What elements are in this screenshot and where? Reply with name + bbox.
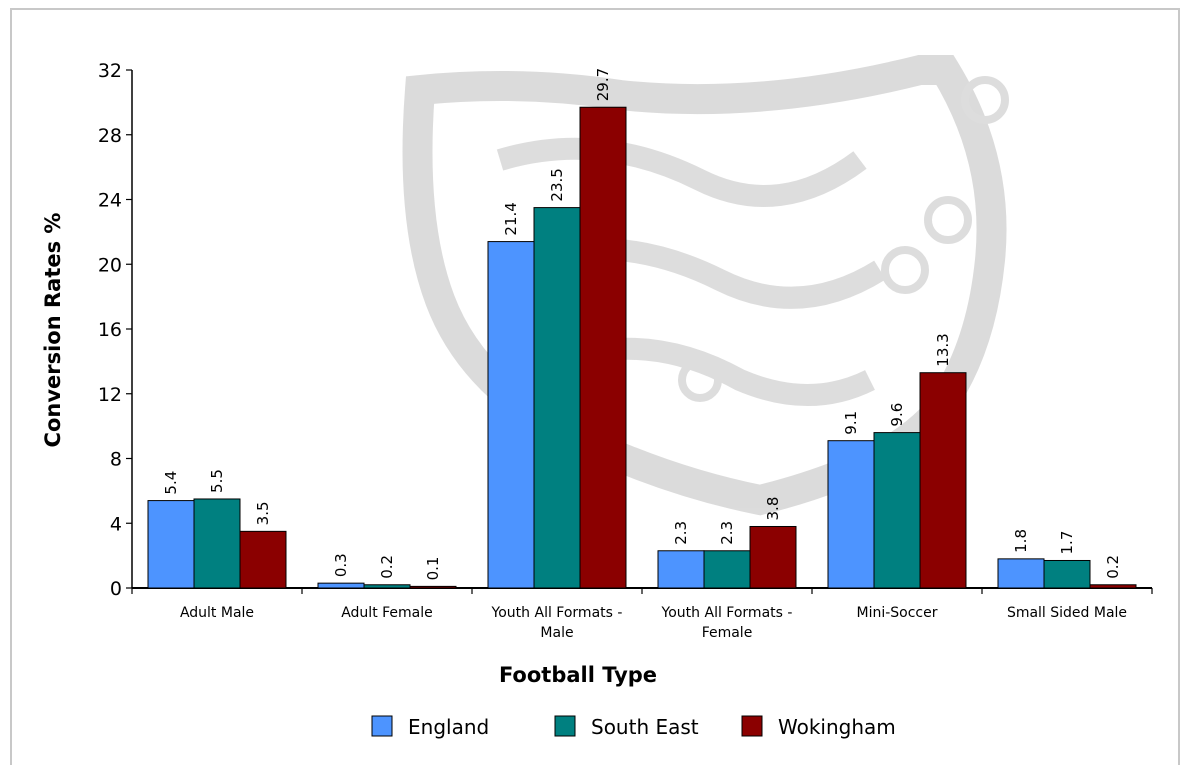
value-labels: 5.4 5.5 3.5 0.3 0.2 0.1 21.4 23.5 29.7 2.3 2.3 3.8 9… <box>162 68 1122 581</box>
bar <box>409 585 457 589</box>
bar-value-label: 9.1 <box>842 411 860 435</box>
axes: 0 4 8 12 16 20 24 28 32 <box>98 60 1153 600</box>
chart-frame <box>10 8 1180 765</box>
legend-item: Wokingham <box>741 715 896 739</box>
bar <box>827 440 875 589</box>
bar-value-label: 5.5 <box>208 469 226 493</box>
x-axis-title: Football Type <box>499 663 657 687</box>
bar-value-label: 9.6 <box>888 403 906 427</box>
y-tick-label: 0 <box>110 578 122 600</box>
bar <box>749 525 797 589</box>
bar <box>533 207 581 589</box>
legend-label: England <box>408 715 489 739</box>
bar-value-label: 0.3 <box>332 553 350 577</box>
bar <box>487 241 535 589</box>
y-tick-label: 32 <box>98 60 122 82</box>
bar-value-label: 1.8 <box>1012 529 1030 553</box>
y-tick-label: 20 <box>98 254 122 276</box>
bar-value-label: 2.3 <box>718 521 736 545</box>
bar-value-label: 23.5 <box>548 168 566 201</box>
bar-value-label: 5.4 <box>162 471 180 495</box>
bar-value-label: 3.8 <box>764 497 782 521</box>
legend-swatch <box>554 715 576 737</box>
bar <box>147 500 195 589</box>
legend-item: England <box>371 715 489 739</box>
y-tick-label: 28 <box>98 125 122 147</box>
legend-swatch <box>741 715 763 737</box>
bar <box>193 498 241 589</box>
bar <box>703 550 751 589</box>
bar <box>657 550 705 589</box>
bar <box>239 530 287 589</box>
bar-value-label: 0.1 <box>424 557 442 581</box>
category-labels: Adult Male Adult Female Youth All Formats … <box>180 605 1127 641</box>
bar <box>317 582 365 589</box>
bar-value-label: 13.3 <box>934 333 952 366</box>
bar <box>1089 584 1137 589</box>
bar <box>997 558 1045 589</box>
bar <box>363 584 411 589</box>
legend-item: South East <box>554 715 699 739</box>
bars <box>147 106 1137 589</box>
y-tick-label: 12 <box>98 384 122 406</box>
bar <box>579 106 627 589</box>
bar <box>919 372 967 589</box>
category-label: Small Sided Male <box>1007 605 1127 621</box>
category-label: Adult Male <box>180 605 254 621</box>
legend-label: Wokingham <box>778 715 896 739</box>
bar-value-label: 3.5 <box>254 501 272 525</box>
y-tick-label: 16 <box>98 319 122 341</box>
legend-swatch <box>371 715 393 737</box>
y-tick-label: 8 <box>110 449 122 471</box>
bar-value-label: 29.7 <box>594 68 612 101</box>
bar-value-label: 0.2 <box>1104 555 1122 579</box>
category-label: Youth All Formats -Female <box>661 605 793 641</box>
bar-value-label: 2.3 <box>672 521 690 545</box>
y-tick-label: 4 <box>110 513 122 535</box>
category-label: Youth All Formats -Male <box>491 605 623 641</box>
legend-label: South East <box>591 715 699 739</box>
bar-value-label: 21.4 <box>502 202 520 235</box>
legend: England South East Wokingham <box>371 715 896 739</box>
bar <box>873 432 921 589</box>
bar <box>1043 559 1091 589</box>
y-axis-title: Conversion Rates % <box>41 213 65 448</box>
y-tick-label: 24 <box>98 190 122 212</box>
category-label: Adult Female <box>341 605 433 621</box>
bar-value-label: 1.7 <box>1058 531 1076 555</box>
bar-value-label: 0.2 <box>378 555 396 579</box>
category-label: Mini-Soccer <box>857 605 938 621</box>
